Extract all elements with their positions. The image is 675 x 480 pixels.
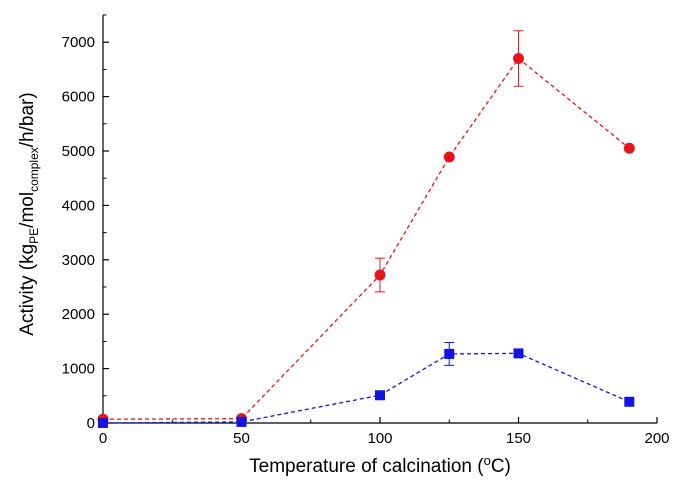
data-point	[375, 390, 385, 401]
y-tick-label: 7000	[62, 34, 95, 51]
y-axis-title: Activity (kgPE/molcomplex/h/bar)	[17, 92, 41, 335]
data-point	[444, 348, 455, 359]
data-point	[513, 348, 524, 359]
x-tick-label: 200	[644, 430, 669, 447]
x-tick-label: 150	[506, 430, 531, 447]
y-tick-label: 6000	[62, 89, 95, 106]
y-tick-label: 5000	[62, 143, 95, 160]
data-point	[513, 53, 524, 65]
data-point	[623, 142, 635, 154]
series-line	[102, 352, 630, 424]
y-tick-label: 1000	[62, 361, 95, 378]
data-point	[374, 269, 386, 281]
x-axis-title: Temperature of calcination (oC)	[249, 453, 511, 477]
data-point	[236, 416, 247, 427]
data-point	[98, 418, 108, 428]
data-point	[624, 396, 635, 407]
x-tick-label: 50	[233, 430, 250, 447]
series-2	[98, 341, 635, 428]
y-tick-label: 2000	[62, 306, 95, 323]
y-tick-label: 4000	[62, 197, 95, 214]
x-tick-label: 100	[367, 430, 392, 447]
series-line	[102, 57, 630, 420]
axes: 0 50 100 150 2000100020003000400050006000700…	[62, 14, 670, 447]
series-1	[97, 30, 635, 425]
series-layer	[97, 30, 635, 428]
x-tick-label: 0	[99, 430, 107, 447]
data-point	[443, 151, 455, 163]
y-tick-label: 0	[87, 415, 95, 432]
y-tick-label: 3000	[62, 252, 95, 269]
